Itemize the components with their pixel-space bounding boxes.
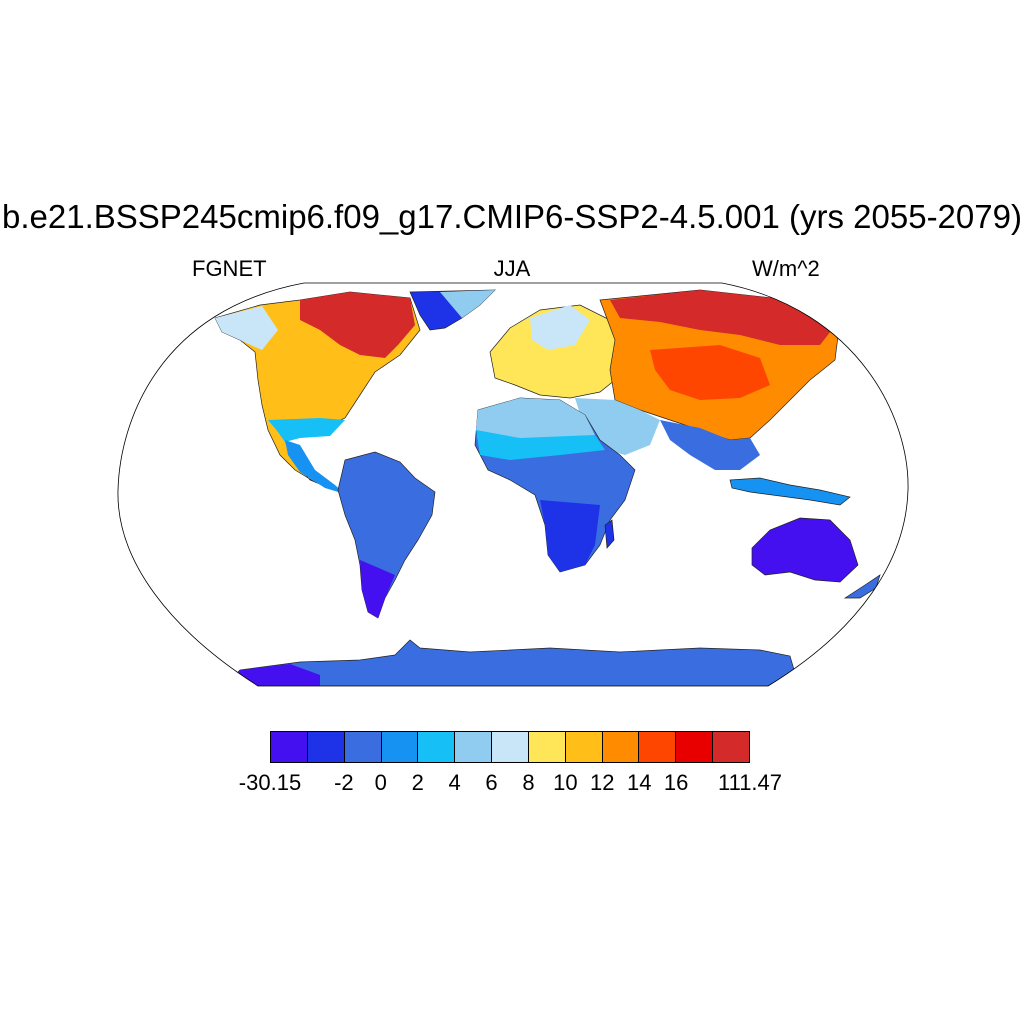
colorbar-box	[381, 732, 419, 762]
colorbar-box	[344, 732, 382, 762]
map-border	[117, 282, 909, 687]
colorbar-tick-label: 14	[626, 770, 652, 795]
madagascar-landmass	[604, 519, 615, 549]
colorbar-tick-label: 12	[590, 770, 615, 795]
southern-africa-region	[540, 500, 600, 572]
colorbar-box	[602, 732, 640, 762]
plot-title: b.e21.BSSP245cmip6.f09_g17.CMIP6-SSP2-4.…	[2, 198, 1022, 235]
central-asia-region	[650, 345, 770, 400]
alaska-region	[215, 306, 278, 350]
colorbar-tick-label: -2	[334, 770, 354, 795]
central-america-region	[285, 440, 345, 494]
colorbar-tick-label: 111.47	[717, 770, 783, 795]
colorbar-tick-label: 6	[485, 770, 498, 795]
colorbar-box	[639, 732, 677, 762]
colorbar-tick-label: 8	[522, 770, 535, 795]
sahel-region	[476, 430, 605, 460]
new-zealand-landmass	[843, 574, 881, 599]
season-label: JJA	[493, 256, 531, 281]
siberia-region	[610, 290, 838, 345]
colorbar-box	[492, 732, 529, 762]
greenland-coast-region	[440, 290, 495, 318]
australia-landmass	[751, 517, 859, 583]
colorbar-box	[271, 732, 308, 762]
colorbar-tick-label: 4	[448, 770, 461, 795]
colorbar	[270, 731, 750, 763]
usa-south-region	[268, 418, 345, 442]
colorbar-box	[676, 732, 714, 762]
colorbar-tick-label: 16	[663, 770, 689, 795]
colorbar-box	[307, 732, 345, 762]
canada-north-region	[300, 292, 415, 358]
south-america-south-region	[360, 560, 395, 618]
colorbar-box	[528, 732, 566, 762]
colorbar-tick-label: -30.15	[238, 770, 302, 795]
colorbar-box	[713, 732, 749, 762]
colorbar-tick-label: 0	[374, 770, 387, 795]
colorbar-box	[455, 732, 493, 762]
units-label: W/m^2	[752, 256, 820, 281]
sahara-region	[476, 398, 595, 440]
south-asia-region	[660, 420, 760, 470]
scandinavia-region	[530, 305, 590, 350]
colorbar-tick-label: 10	[553, 770, 578, 795]
colorbar-tick-label: 2	[411, 770, 424, 795]
colorbar-box	[418, 732, 456, 762]
colorbar-box	[565, 732, 603, 762]
indonesia-landmass	[729, 477, 851, 506]
variable-label: FGNET	[192, 256, 267, 281]
